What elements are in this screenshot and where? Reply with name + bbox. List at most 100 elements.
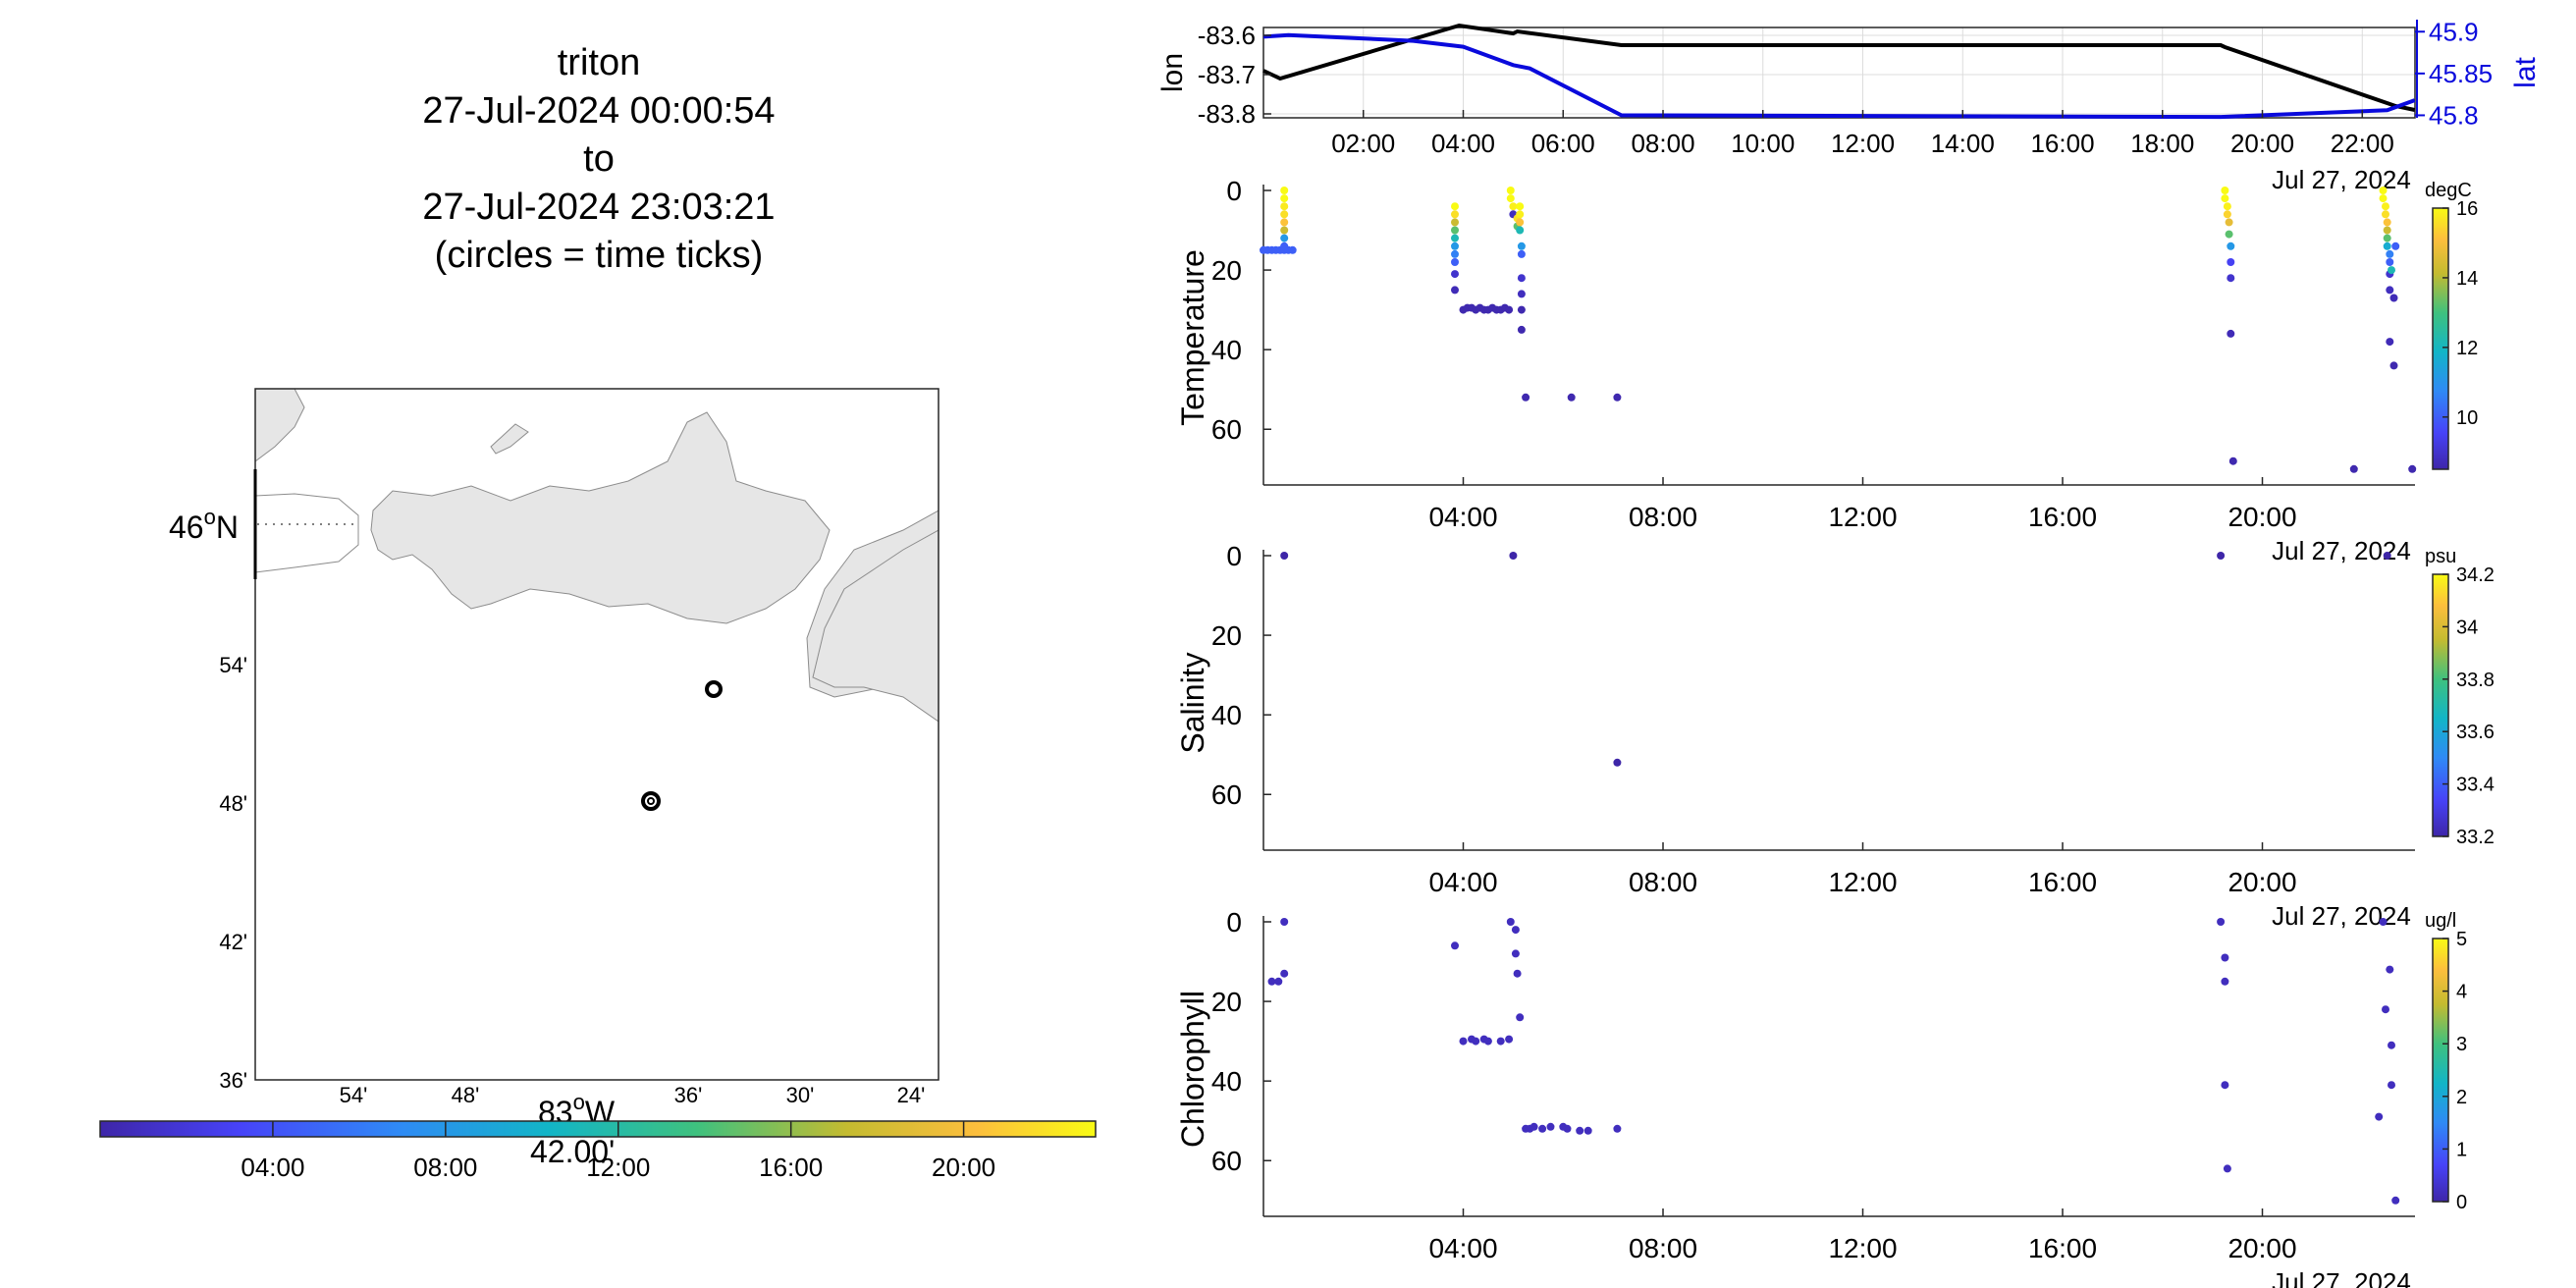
y-tick-label: 40 [1211, 700, 1242, 730]
lonlat-frame [1262, 27, 2416, 119]
x-tick-label: 08:00 [1629, 1233, 1697, 1263]
title-line-note: (circles = time ticks) [434, 235, 764, 276]
colorbar-tick-label: 16 [2456, 198, 2478, 220]
data-point [2386, 249, 2394, 258]
colorbar-tick-label: 14 [2456, 268, 2478, 290]
data-point [2221, 977, 2229, 986]
data-point [1516, 218, 1525, 227]
date-label: Jul 27, 2024 [2272, 901, 2411, 931]
colorbar-unit-label: degC [2425, 180, 2472, 201]
map-panel: 46oN 54' 48' 42' 36' 54' 48' 36' 30' 24'… [169, 388, 939, 1169]
data-point [1451, 210, 1459, 219]
data-point [1517, 249, 1526, 258]
date-label: Jul 27, 2024 [2272, 1267, 2411, 1288]
data-point [2391, 1196, 2400, 1205]
colorbar-tick-label: 2 [2456, 1087, 2467, 1108]
data-point [2221, 1081, 2229, 1090]
lonlat-x-tick-label: 14:00 [1931, 129, 1995, 158]
data-point [1280, 242, 1289, 250]
data-point [2217, 918, 2226, 926]
data-point [2383, 226, 2391, 235]
data-point [1288, 245, 1297, 254]
data-point [1517, 242, 1526, 250]
colorbar-tick-label: 33.4 [2456, 775, 2495, 796]
lonlat-x-tick-label: 12:00 [1831, 129, 1895, 158]
data-point [1451, 286, 1459, 295]
data-point [1516, 1013, 1525, 1022]
data-point [2382, 202, 2389, 211]
data-point [2383, 234, 2391, 242]
lat-axis-label: lat [2509, 56, 2542, 87]
data-point [1280, 218, 1289, 227]
shoal-outline [255, 493, 359, 573]
colorbar [2432, 573, 2449, 837]
time-colorbar-tick-label: 04:00 [241, 1153, 304, 1182]
time-colorbar-tick-label: 20:00 [932, 1153, 995, 1182]
colorbar-tick-label: 1 [2456, 1139, 2467, 1160]
date-label: Jul 27, 2024 [2272, 536, 2411, 565]
data-point [2383, 242, 2391, 250]
y-tick-label: 60 [1211, 1146, 1242, 1176]
colorbar-tick-label: 0 [2456, 1192, 2467, 1213]
data-point [1280, 552, 1289, 560]
data-point [1509, 552, 1518, 560]
data-point [1583, 1126, 1592, 1135]
land-west [255, 389, 305, 462]
data-point [2225, 230, 2233, 239]
colorbar-unit-label: psu [2425, 546, 2456, 567]
data-point [2221, 953, 2229, 962]
title-line-end: 27-Jul-2024 23:03:21 [422, 187, 776, 228]
data-point [1280, 187, 1289, 194]
time-colorbar-tick-label: 16:00 [759, 1153, 823, 1182]
data-point [2408, 464, 2417, 473]
data-point [1505, 1035, 1514, 1044]
x-tick-label: 08:00 [1629, 502, 1697, 532]
colorbar-unit-label: ug/l [2425, 910, 2456, 932]
data-point [2388, 1081, 2395, 1090]
data-point [1280, 194, 1289, 203]
y-tick-label: 40 [1211, 1066, 1242, 1097]
colorbar-tick-label: 34.2 [2456, 564, 2495, 586]
data-point [1280, 918, 1289, 926]
data-point [1274, 977, 1283, 986]
track-time-tick-2 [641, 791, 661, 811]
data-point [1522, 393, 1530, 402]
data-point [1511, 949, 1520, 958]
x-tick-label: 12:00 [1828, 1233, 1897, 1263]
x-tick-label: 16:00 [2028, 502, 2097, 532]
colorbar-tick-label: 10 [2456, 407, 2478, 429]
temperature-panel: 0 20 40 60 04:00 08:00 12:00 16:00 20:00 Jul 27, … [1175, 176, 2478, 565]
lon-tick-54: 54' [340, 1083, 368, 1107]
data-point [1483, 1037, 1492, 1046]
lonlat-x-tick-label: 20:00 [2230, 129, 2294, 158]
salinity-panel: 0 20 40 60 04:00 08:00 12:00 16:00 20:00 Jul 27, … [1175, 541, 2495, 931]
x-tick-label: 12:00 [1828, 867, 1897, 897]
lon-lat-panel: 02:00 04:00 06:00 08:00 10:00 12:00 14:00 16:00… [1156, 17, 2542, 194]
y-axis-label: Salinity [1175, 652, 1210, 753]
data-point [2223, 1164, 2231, 1173]
data-point [1506, 194, 1515, 203]
data-point [1613, 393, 1622, 402]
colorbar-tick-label: 34 [2456, 617, 2478, 638]
data-point [2386, 258, 2394, 266]
data-point [2223, 210, 2231, 219]
data-point [1505, 305, 1514, 314]
lon-axis-label: lon [1156, 53, 1189, 92]
land-islet [490, 423, 529, 455]
lonlat-x-tick-label: 04:00 [1431, 129, 1495, 158]
lonlat-x-tick-label: 18:00 [2130, 129, 2194, 158]
x-tick-label: 20:00 [2227, 867, 2296, 897]
lonlat-x-tick-label: 02:00 [1331, 129, 1395, 158]
data-point [1496, 1037, 1505, 1046]
data-point [2379, 187, 2388, 194]
data-point [2223, 202, 2231, 211]
data-point [1517, 325, 1526, 334]
colorbar-tick-label: 33.6 [2456, 722, 2495, 743]
x-tick-label: 08:00 [1629, 867, 1697, 897]
lon-tick-36: 36' [674, 1083, 703, 1107]
x-tick-label: 20:00 [2227, 1233, 2296, 1263]
data-point [2386, 286, 2394, 295]
data-point [1516, 210, 1525, 219]
data-point [1267, 977, 1276, 986]
